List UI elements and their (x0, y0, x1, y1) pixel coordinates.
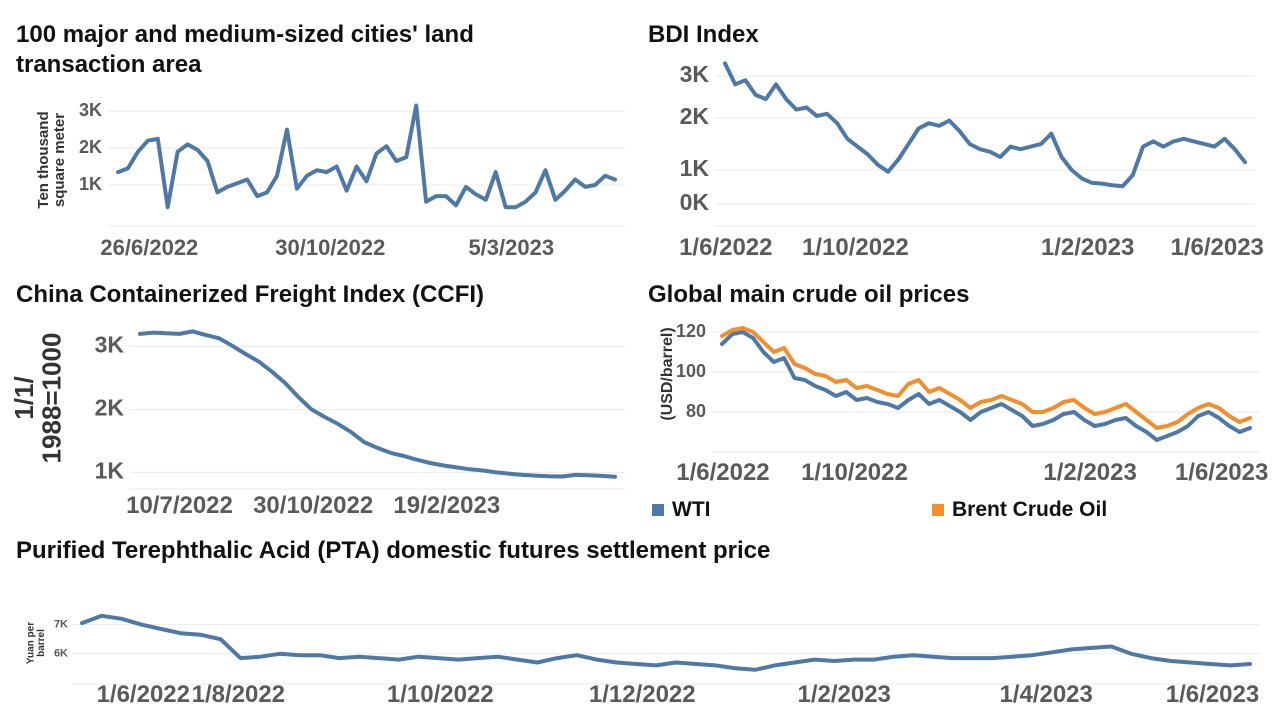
bdi-xtick: 1/10/2022 (802, 234, 909, 261)
ccfi-ylabel: 1988=1000 (37, 333, 67, 464)
land-ylabel: square meter (51, 113, 68, 207)
ccfi-ytick: 1K (95, 457, 125, 483)
land-ylabel: Ten thousand (35, 111, 52, 208)
land-xtick: 26/6/2022 (100, 235, 198, 260)
crude-ylabel: (USD/barrel) (659, 327, 676, 420)
pta-xtick: 1/12/2022 (589, 681, 696, 708)
pta-series-line (80, 613, 1252, 672)
pta-xtick: 1/6/2023 (1166, 681, 1259, 708)
land-xtick: 30/10/2022 (275, 235, 385, 260)
ccfi-plot: 1K 2K 3K 10/7/2022 30/10/2022 19/2/2023 1/1/19… (9, 329, 625, 519)
chart-bdi-title: BDI Index (648, 21, 759, 48)
bdi-ytick: 2K (680, 103, 710, 129)
chart-crude-svg: 80 100 120 1/6/2022 1/10/2022 1/2/2023 1/6/202… (659, 321, 1268, 486)
ccfi-ytick: 3K (95, 332, 125, 358)
chart-crude-title: Global main crude oil prices (648, 281, 970, 308)
pta-plot: 6K 7K 1/6/2022 1/8/2022 1/10/2022 1/12/2022 1/… (25, 613, 1260, 708)
crude-plot: 80 100 120 1/6/2022 1/10/2022 1/2/2023 1/6/202… (659, 321, 1268, 486)
legend-brent: Brent Crude Oil (932, 498, 1107, 522)
ccfi-ytick: 2K (95, 395, 125, 421)
land-ytick: 3K (79, 100, 102, 120)
bdi-ytick: 0K (680, 189, 710, 215)
chart-land-svg: 1K 2K 3K 26/6/2022 30/10/2022 5/3/2023 Ten tho… (35, 100, 625, 260)
land-xtick: 5/3/2023 (468, 235, 554, 260)
bdi-plot: 0K 1K 2K 3K 1/6/2022 1/10/2022 1/2/2023 1/6/202… (679, 61, 1264, 261)
chart-ccfi: China Containerized Freight Index (CCFI)… (0, 270, 640, 530)
pta-xtick: 1/8/2022 (192, 681, 285, 708)
legend-brent-swatch (932, 504, 944, 516)
land-ytick: 1K (79, 174, 102, 194)
crude-ytick: 80 (686, 401, 706, 421)
chart-land-title: 100 major and medium-sized cities' land … (16, 21, 474, 78)
bdi-xtick: 1/6/2023 (1170, 234, 1263, 261)
pta-ylabel: Yuan per (25, 622, 36, 664)
land-plot: 1K 2K 3K 26/6/2022 30/10/2022 5/3/2023 Ten tho… (35, 100, 625, 260)
land-ytick: 2K (79, 137, 102, 157)
pta-xtick: 1/10/2022 (387, 681, 494, 708)
bdi-series-line (723, 61, 1247, 189)
chart-pta-title: Purified Terephthalic Acid (PTA) domesti… (16, 537, 771, 564)
chart-land: 100 major and medium-sized cities' land … (0, 0, 640, 270)
crude-xtick: 1/6/2023 (1175, 459, 1268, 486)
chart-pta-svg: 6K 7K 1/6/2022 1/8/2022 1/10/2022 1/12/2022 1/… (25, 613, 1260, 708)
pta-xtick: 1/4/2023 (999, 681, 1092, 708)
chart-bdi: BDI Index 0K 1K 2K 3K 1/6/2022 1/10/2022 1/2/2… (640, 0, 1280, 270)
bdi-xtick: 1/2/2023 (1041, 234, 1134, 261)
crude-ytick: 120 (676, 321, 706, 341)
chart-ccfi-svg: 1K 2K 3K 10/7/2022 30/10/2022 19/2/2023 1/1/19… (9, 329, 625, 519)
crude-xtick: 1/6/2022 (676, 459, 769, 486)
pta-ylabel: barrel (36, 629, 47, 657)
pta-ytick: 6K (54, 648, 68, 660)
chart-ccfi-title: China Containerized Freight Index (CCFI) (16, 281, 485, 308)
legend-wti-label: WTI (672, 498, 711, 521)
chart-pta: Purified Terephthalic Acid (PTA) domesti… (0, 530, 1280, 720)
ccfi-series-line (138, 329, 617, 479)
legend-wti-swatch (652, 504, 664, 516)
ccfi-xtick: 30/10/2022 (253, 492, 373, 519)
chart-bdi-svg: 0K 1K 2K 3K 1/6/2022 1/10/2022 1/2/2023 1/6/202… (679, 61, 1264, 261)
legend-wti: WTI (652, 498, 710, 522)
crude-xtick: 1/10/2022 (801, 459, 908, 486)
chart-crude: Global main crude oil prices 80 100 120 1/6… (640, 270, 1280, 530)
bdi-xtick: 1/6/2022 (679, 234, 772, 261)
crude-series-line-brent-crude-oil (720, 326, 1252, 430)
pta-xtick: 1/6/2022 (97, 681, 190, 708)
ccfi-xtick: 10/7/2022 (126, 492, 233, 519)
pta-ytick: 7K (54, 618, 68, 630)
crude-ytick: 100 (676, 361, 706, 381)
legend-brent-label: Brent Crude Oil (952, 498, 1108, 521)
pta-xtick: 1/2/2023 (797, 681, 890, 708)
crude-xtick: 1/2/2023 (1043, 459, 1136, 486)
ccfi-ylabel: 1/1/ (9, 376, 39, 419)
bdi-ytick: 3K (680, 61, 710, 87)
bdi-ytick: 1K (680, 155, 710, 181)
ccfi-xtick: 19/2/2023 (393, 492, 500, 519)
crude-series-line-wti (720, 330, 1252, 442)
land-series-line (116, 103, 617, 210)
